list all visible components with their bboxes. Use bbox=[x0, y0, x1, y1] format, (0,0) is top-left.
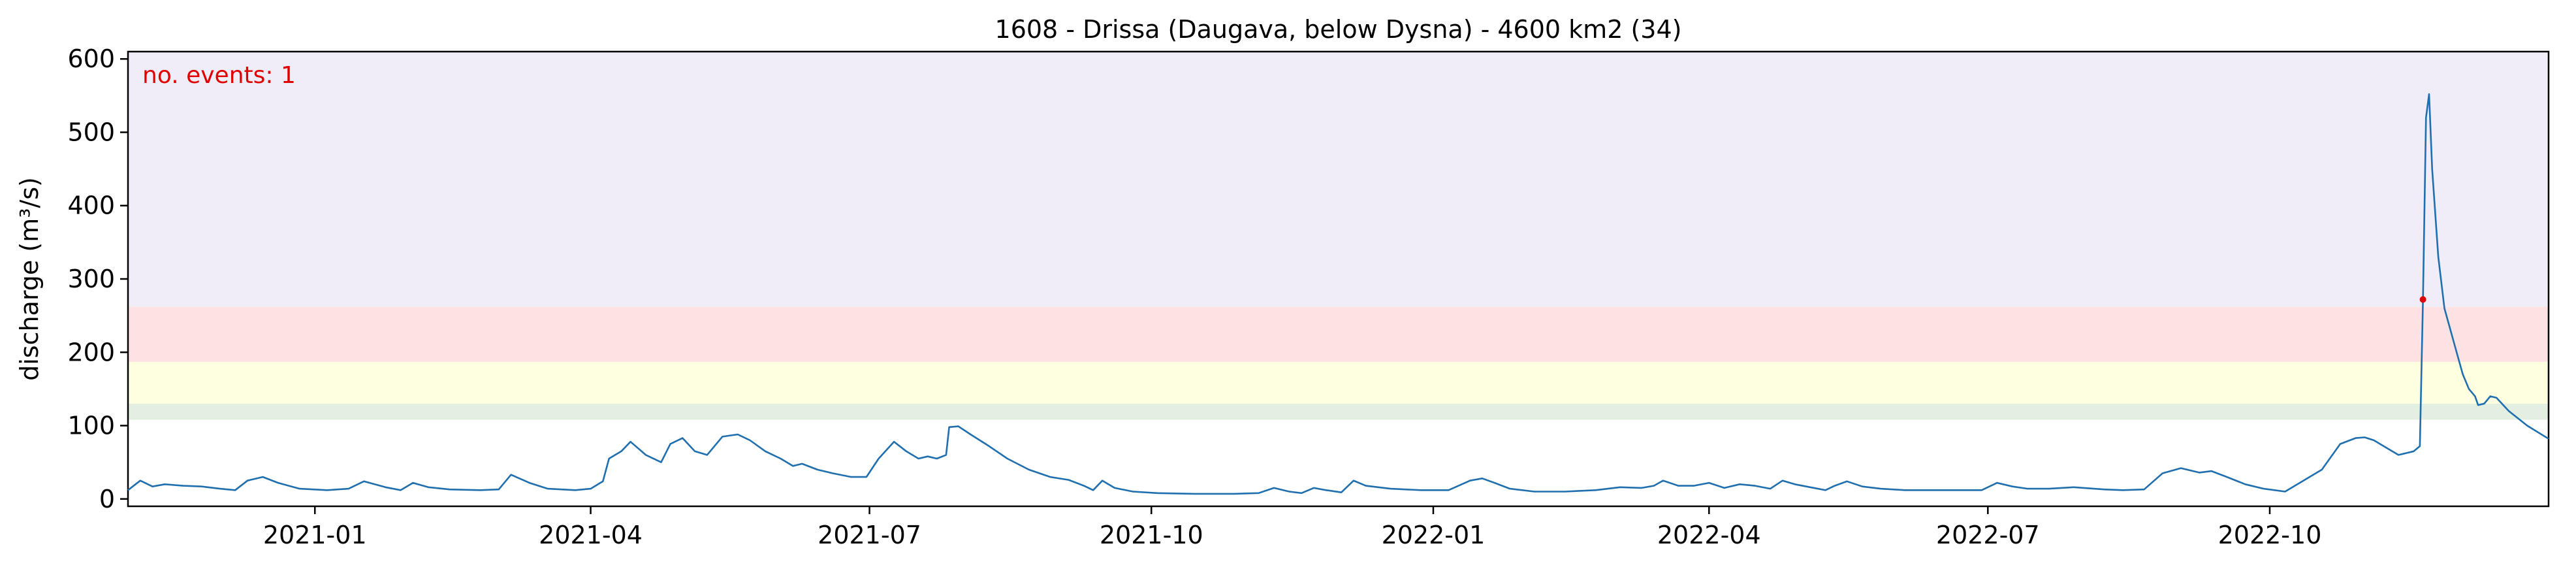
y-tick-label: 100 bbox=[67, 412, 115, 440]
x-tick-label: 2021-10 bbox=[1100, 521, 1203, 549]
y-axis-label: discharge (m³/s) bbox=[15, 177, 44, 381]
y-tick-label: 200 bbox=[67, 338, 115, 366]
x-tick-label: 2022-10 bbox=[2218, 521, 2322, 549]
threshold-band-2 bbox=[128, 306, 2549, 362]
discharge-series-line bbox=[127, 93, 2549, 495]
event-count-annotation: no. events: 1 bbox=[142, 62, 296, 89]
x-axis: 2021-01 2021-04 2021-07 2021-10 2022-01 2022-… bbox=[263, 506, 2322, 549]
y-tick-label: 300 bbox=[67, 265, 115, 293]
x-tick-label: 2021-07 bbox=[818, 521, 921, 549]
y-tick-label: 0 bbox=[99, 485, 115, 513]
x-tick-label: 2021-01 bbox=[263, 521, 367, 549]
x-tick-label: 2022-04 bbox=[1657, 521, 1761, 549]
threshold-band-0 bbox=[128, 403, 2549, 420]
event-point bbox=[2419, 296, 2426, 303]
x-tick-label: 2022-01 bbox=[1382, 521, 1486, 549]
threshold-bands bbox=[128, 52, 2549, 420]
y-tick-label: 500 bbox=[67, 118, 115, 146]
y-tick-label: 400 bbox=[67, 191, 115, 220]
x-tick-label: 2021-04 bbox=[539, 521, 643, 549]
x-tick-label: 2022-07 bbox=[1936, 521, 2040, 549]
threshold-band-1 bbox=[128, 361, 2549, 404]
threshold-band-3 bbox=[128, 52, 2549, 307]
y-tick-label: 600 bbox=[67, 44, 115, 73]
y-axis: 0 100 200 300 400 500 600 bbox=[67, 44, 128, 513]
chart-title: 1608 - Drissa (Daugava, below Dysna) - 4… bbox=[995, 15, 1682, 44]
